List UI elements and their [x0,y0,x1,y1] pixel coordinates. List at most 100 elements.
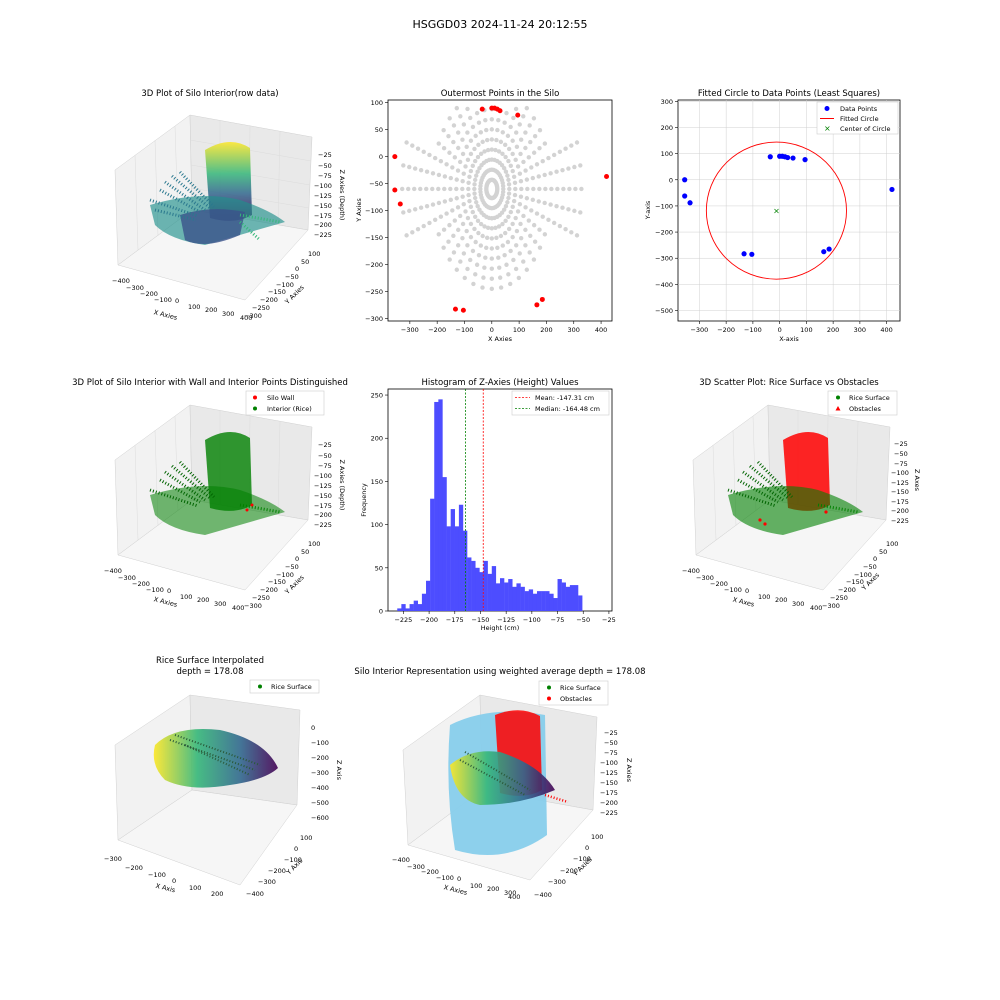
interior-point [489,226,495,231]
svg-text:−300: −300 [311,769,329,777]
legend-label-mean: Mean: -147.31 cm [535,394,594,402]
interior-point [465,130,470,135]
histogram-bar [483,560,488,611]
svg-text:100: 100 [180,593,192,601]
data-point [767,154,773,160]
interior-point [523,130,528,135]
interior-point [501,207,507,212]
interior-point [496,149,502,154]
interior-point [551,152,557,158]
interior-point [454,177,459,182]
interior-point [528,233,533,238]
interior-point [489,266,495,271]
x-axis-label: X Axies [153,595,179,609]
svg-text:100: 100 [188,303,200,311]
interior-point [514,130,519,135]
interior-point [461,171,466,176]
histogram-bar [553,598,558,611]
interior-point [489,137,495,142]
svg-text:−300: −300 [407,863,425,871]
interior-point [567,186,572,192]
interior-point [457,159,463,165]
interior-point [574,140,580,145]
interior-point [447,116,452,121]
x-axis-label: X Axies [443,883,469,897]
x-tick-label: −100 [523,616,541,624]
interior-point [474,262,480,267]
legend-label-rice: Rice Surface [271,683,312,691]
legend: Rice Surface Obstacles [538,680,609,706]
interior-point [523,145,528,151]
data-point [749,251,755,257]
rice-obstacle-cloud [727,431,863,535]
svg-text:50: 50 [879,548,887,556]
legend-label-center: Center of Circle [840,125,891,133]
svg-text:−400: −400 [311,784,329,792]
interior-point [447,150,452,155]
interior-point [569,230,574,235]
interior-point [415,146,421,151]
interior-point [528,139,533,145]
svg-text:400: 400 [810,604,822,612]
interior-point [546,217,551,223]
panel-histogram: Histogram of Z-Axies (Height) Values −22… [360,378,616,632]
svg-text:−50: −50 [894,450,908,458]
interior-point [468,138,474,143]
interior-point [578,163,583,168]
panel-circle-fit: Fitted Circle to Data Points (Least Squa… [644,89,901,343]
interior-point [531,116,537,121]
interior-point [465,157,471,163]
z-tick-labels: −25 −50 −75 −100 −125 −150 −175 −200 −22… [314,151,332,239]
outermost-title: Outermost Points in the Silo [441,89,560,99]
interior-point [481,275,486,280]
outermost-point [479,106,485,112]
interior-point [475,154,481,160]
svg-text:50: 50 [301,258,309,266]
figure-suptitle: HSGGD03 2024-11-24 20:12:55 [412,18,587,31]
interior-point [510,234,515,240]
interior-point [465,106,470,112]
y-tick-label: −50 [369,180,383,188]
svg-text:−300: −300 [244,602,262,610]
svg-text:−100: −100 [154,296,172,304]
svg-text:−150: −150 [846,578,864,586]
legend-marker-center: × [824,124,831,133]
interior-point [447,257,452,262]
histogram-bar [467,557,472,611]
x-tick-label: 400 [595,326,607,334]
svg-text:−250: −250 [252,594,270,602]
interior-point [498,285,504,290]
legend-marker-obstacles [835,406,841,411]
svg-text:−200: −200 [268,867,286,875]
interior-point [451,123,457,128]
svg-text:100: 100 [300,834,312,842]
interior-point [549,186,554,192]
interior-point [530,197,536,203]
data-point [889,186,895,193]
y-tick-label: 100 [661,150,673,158]
interior-point [536,199,541,204]
interior-point [518,137,524,142]
svg-text:−300: −300 [696,574,714,582]
y-tick-label: −250 [365,288,383,296]
data-point [741,251,747,257]
panel-silo-representation: Silo Interior Representation using weigh… [354,667,645,901]
interior-point [517,251,522,256]
interior-point [507,186,512,192]
interior-point [451,250,457,255]
legend-label-median: Median: -164.48 cm [535,405,600,413]
x-tick-label: −175 [446,616,464,624]
interior-point [484,127,489,133]
svg-text:−200: −200 [140,290,158,298]
svg-text:200: 200 [205,306,217,314]
svg-text:−25: −25 [894,440,908,448]
svg-text:−50: −50 [863,563,877,571]
interior-point [572,164,577,170]
svg-text:−200: −200 [132,580,150,588]
svg-text:−200: −200 [125,864,143,872]
legend-marker-wall [253,395,257,400]
interior-point [476,120,482,125]
svg-text:0: 0 [172,877,176,885]
histogram-bar [438,399,443,611]
interior-point [472,226,477,232]
